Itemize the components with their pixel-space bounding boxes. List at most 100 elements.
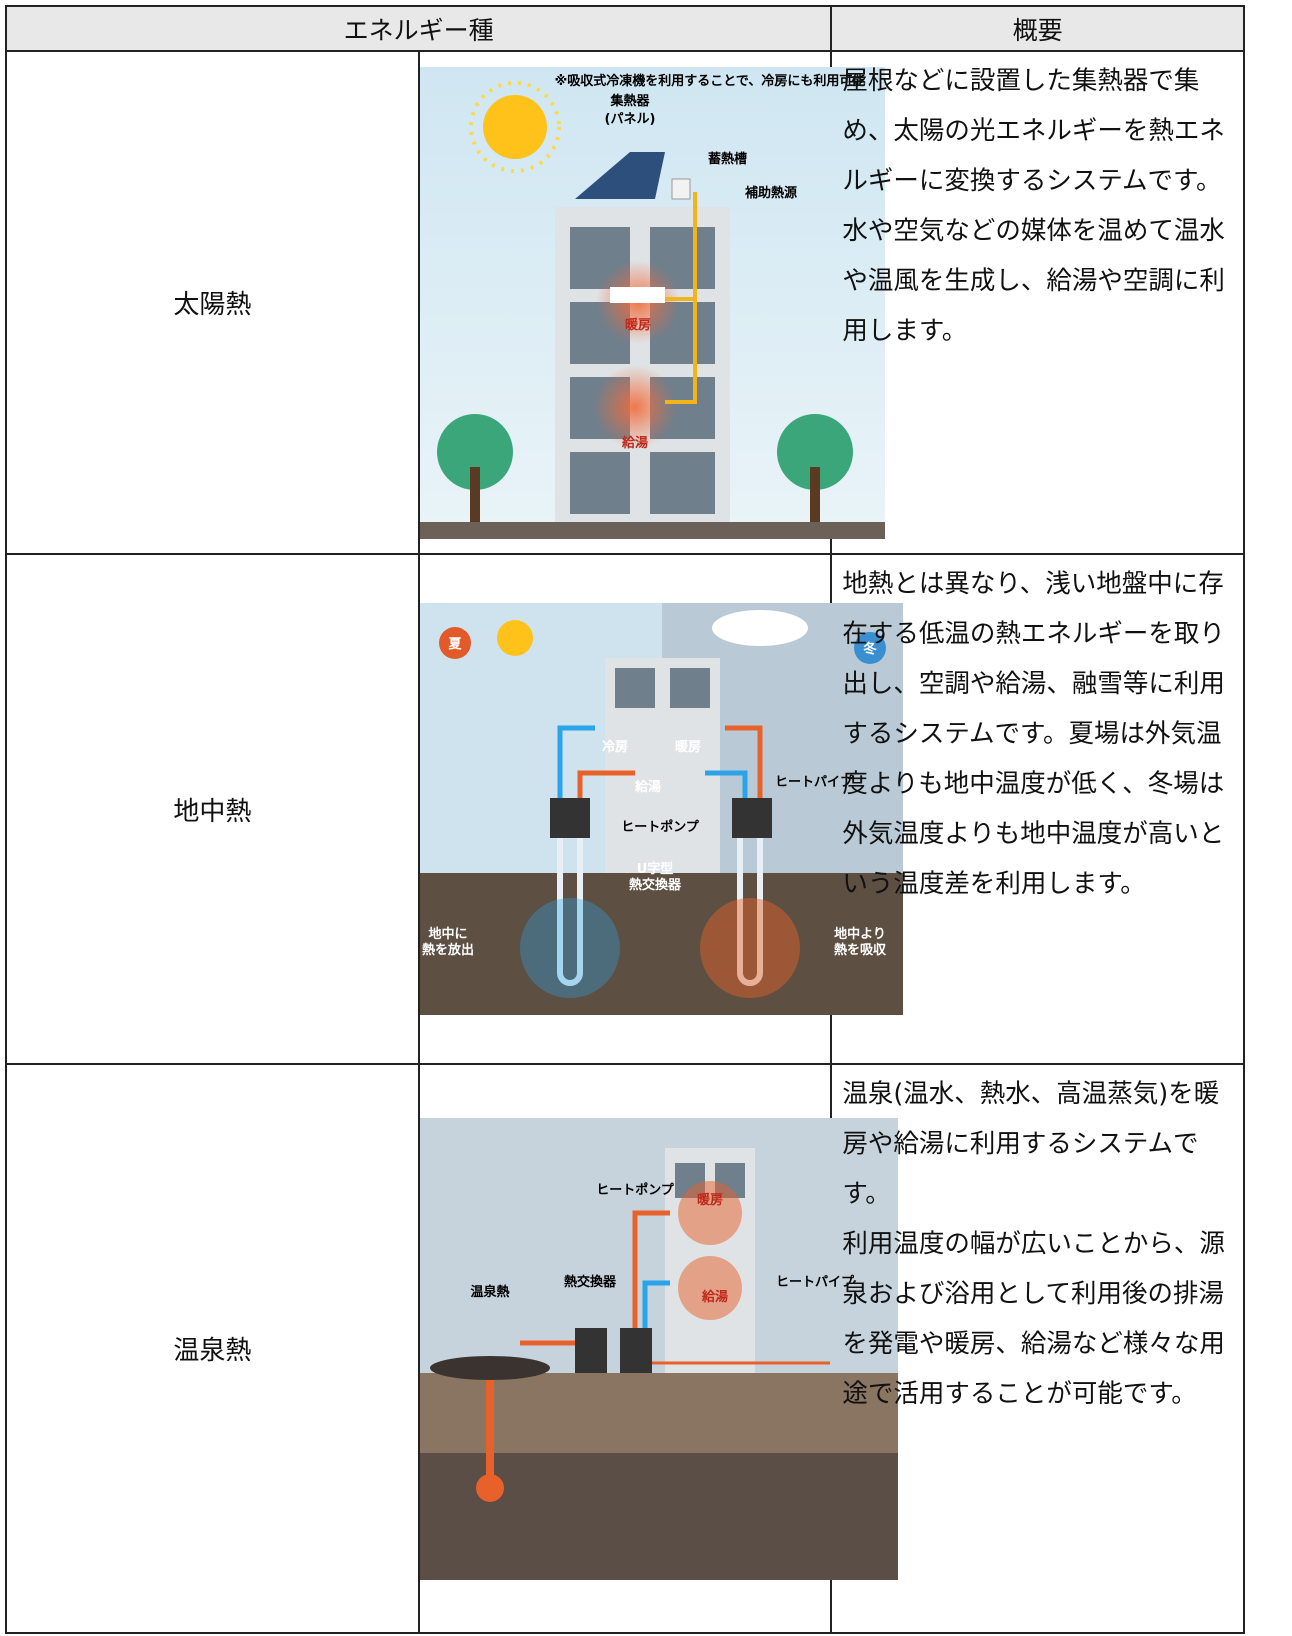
pipe [556,838,583,986]
label: 温泉熱 [470,1284,509,1300]
label: 地中に [428,926,467,942]
background [419,1372,898,1453]
paragraph: 屋根などに設置した集熱器で集め、太陽の光エネルギーを熱エネルギーに変換するシステ… [842,66,1225,196]
label: ヒートポンプ [621,819,700,835]
row: 太陽熱 ※吸収式冷凍機を利用することで、冷房にも利用可能 集熱器 (パネル) 蓄… [5,50,1245,555]
row: 温泉熱 ヒートポンプ 暖房 熱交換器 給湯 ヒートパイプ 温泉熱 温泉(温水、熱… [5,1063,1245,1634]
row-name: 地中熱 [5,553,420,1065]
paragraph: 地熱とは異なり、浅い地盤中に存在する低温の熱エネルギーを取り出し、空調や給湯、融… [842,569,1225,899]
building [649,451,715,514]
building [574,151,665,199]
energy-table: エネルギー種 概要 太陽熱 ※吸収式冷凍機を利用することで、冷房にも利用可能 集… [4,5,1245,1634]
tree [809,466,820,522]
header-cell: エネルギー種 [4,5,833,52]
label: 補助熱源 [745,185,797,201]
label: 給湯 [634,779,661,795]
tree [776,413,853,490]
pipe [577,770,635,798]
solar-illustration: ※吸収式冷凍機を利用することで、冷房にも利用可能 集熱器 (パネル) 蓄熱槽 補… [419,66,885,539]
heat-pump [731,798,772,838]
label: 暖房 [697,1192,723,1208]
badge [438,627,886,664]
building [614,668,655,708]
building [669,668,710,708]
heat-glow [699,898,800,998]
description: 屋根などに設置した集熱器で集め、太陽の光エネルギーを熱エネルギーに変換するシステ… [830,50,1245,555]
pipe [485,1210,830,1488]
background [419,1117,898,1373]
pipe [632,1210,670,1328]
background [419,603,903,1015]
label: 蓄熱槽 [708,151,747,167]
label: 集熱器 [609,93,650,109]
image-cell: ※吸収式冷凍機を利用することで、冷房にも利用可能 集熱器 (パネル) 蓄熱槽 補… [417,50,885,555]
label: ※吸収式冷凍機を利用することで、冷房にも利用可能 [554,73,865,89]
background [419,1117,898,1580]
label: 熱を吸収 [834,942,887,958]
tree [469,466,480,522]
pipe [664,191,697,404]
heat-glow [677,1180,742,1245]
paragraph: 水や空気などの媒体を温めて温水や温風を生成し、給湯や空調に利用します。 [842,216,1225,346]
pipe [557,725,595,798]
equipment [619,1327,652,1373]
label: 地中より [834,926,886,942]
paragraph: 温泉(温水、熱水、高温蒸気)を暖房や給湯に利用するシステムです。 [842,1079,1220,1209]
sun [468,80,561,173]
image-cell: 夏 冬 冷房 暖房 給湯 ヒートパイプ ヒートポンプ U字型 熱交換器 地中に … [417,553,903,1065]
heat-pump [549,798,772,838]
label: 暖房 [625,317,651,333]
building [569,451,630,514]
sun [496,620,533,656]
label: 給湯 [621,435,648,451]
background [419,873,903,1015]
header-cell: 概要 [830,5,1245,52]
heat-glow [677,1255,742,1320]
label: 給湯 [701,1289,728,1305]
pipe [724,725,763,798]
pipe [704,770,748,798]
heat-glow [519,898,800,998]
pipe [736,838,763,986]
equipment [574,1327,607,1373]
background [711,610,808,646]
label: 熱を放出 [422,942,474,958]
badge [438,627,471,659]
label: 熱交換器 [564,1274,617,1290]
badge [853,632,886,664]
header-row: エネルギー種 概要 [4,5,1245,52]
geothermal-illustration: 夏 冬 冷房 暖房 給湯 ヒートパイプ ヒートポンプ U字型 熱交換器 地中に … [419,603,903,1015]
tree [436,413,513,490]
label: (パネル) [604,112,655,127]
building [671,178,691,199]
equipment [574,1327,652,1373]
hot-spring-illustration: ヒートポンプ 暖房 熱交換器 給湯 ヒートパイプ 温泉熱 [419,1117,898,1580]
label: ヒートポンプ [596,1182,675,1198]
background [419,1452,898,1580]
row: 地中熱 夏 冬 冷房 暖房 給湯 ヒートパイプ ヒートポンプ U字型 熱交換器 … [5,553,1245,1065]
pipe [664,298,697,404]
sun [496,620,533,656]
pipe [556,725,763,986]
label: ヒートパイプ [776,1275,855,1290]
tree [436,413,853,522]
pipe [642,1280,670,1328]
sun [468,80,561,173]
heat-glow [609,286,665,303]
label: 熱交換器 [629,877,682,893]
heat-pump [549,798,590,838]
row-name: 温泉熱 [5,1063,420,1634]
rock [429,1355,550,1380]
sun [482,94,547,159]
background [419,521,885,539]
heat-glow [519,898,620,998]
heat-glow [592,259,680,449]
label: U字型 [636,861,673,877]
label: 冷房 [602,739,628,755]
row-name: 太陽熱 [5,50,420,555]
label: ヒートパイプ [775,775,854,790]
heat-glow [592,364,677,449]
paragraph: 利用温度の幅が広いことから、源泉および浴用として利用後の排湯を発電や暖房、給湯な… [842,1229,1225,1409]
